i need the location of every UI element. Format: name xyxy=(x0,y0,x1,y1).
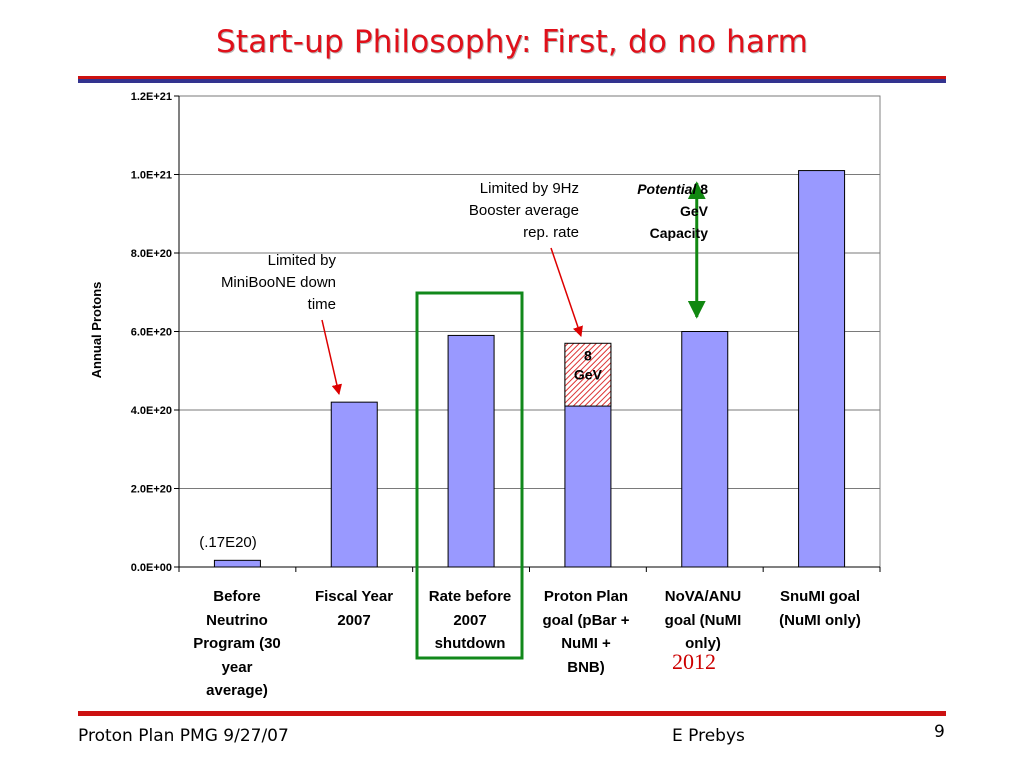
category-label-line: NoVA/ANU xyxy=(664,588,742,605)
category-label-line: average) xyxy=(206,682,268,699)
bar xyxy=(681,331,729,568)
category-label-line: NuMI + xyxy=(561,635,611,652)
bar xyxy=(330,401,378,568)
title-rule-red xyxy=(78,76,946,79)
arrow-booster xyxy=(550,247,583,337)
y-tick-label: 0.0E+00 xyxy=(131,562,172,574)
category-label-line: 2007 xyxy=(337,611,371,629)
bar-8gev-label: GeV xyxy=(574,366,603,382)
annotation-minboone-line: time xyxy=(307,296,336,313)
category-label-line: Fiscal Year xyxy=(314,588,394,605)
category-label-line: Program (30 xyxy=(193,635,281,652)
category-label-line: year xyxy=(221,658,253,676)
y-tick-label: 2.0E+20 xyxy=(131,484,172,496)
footer-left: Proton Plan PMG 9/27/07 xyxy=(78,726,289,746)
category-label-line: (NuMI only) xyxy=(779,611,861,629)
footer-author: E Prebys xyxy=(672,726,745,746)
category-label: Fiscal Year 2007 xyxy=(295,585,413,632)
bar-8gev-segment xyxy=(564,342,612,407)
annotation-potential-line: Capacity xyxy=(649,225,708,241)
annotation-booster: Limited by 9Hz Booster average rep. rate xyxy=(425,178,579,244)
category-label-line: goal (NuMI xyxy=(664,611,742,629)
category-label-line: Neutrino xyxy=(206,611,268,629)
y-tick-label: 8.0E+20 xyxy=(131,248,172,260)
category-label-line: 2007 xyxy=(453,611,487,629)
category-label: SnuMI goal (NuMI only) xyxy=(761,585,879,632)
category-label-line: goal (pBar + xyxy=(542,611,630,629)
category-label-line: BNB) xyxy=(567,658,605,676)
y-tick-label: 1.2E+21 xyxy=(131,91,172,103)
y-axis-label: Annual Protons xyxy=(89,281,104,379)
annotation-potential-line: 8 xyxy=(700,181,708,197)
bar xyxy=(213,559,261,568)
annotation-minboone: Limited by MiniBooNE down time xyxy=(186,250,336,316)
category-label-line: Before xyxy=(213,588,261,605)
annotation-potential-line: GeV xyxy=(679,203,708,219)
category-label-line: Proton Plan xyxy=(543,588,629,605)
bar xyxy=(798,170,846,568)
category-label-line: Rate before xyxy=(428,588,512,605)
y-tick-label: 4.0E+20 xyxy=(131,405,172,417)
annotation-small-value: (.17E20) xyxy=(199,534,257,551)
footer-rule xyxy=(78,711,946,716)
annotation-potential-word: Potential xyxy=(637,181,697,197)
highlight-box xyxy=(415,291,524,660)
page-number: 9 xyxy=(934,722,945,742)
title-rule-blue xyxy=(78,79,946,83)
annotation-booster-line: Limited by 9Hz xyxy=(479,180,579,197)
y-tick-label: 6.0E+20 xyxy=(131,327,172,339)
bar-8gev-label: 8 xyxy=(584,347,592,363)
slide-title: Start-up Philosophy: First, do no harm xyxy=(215,24,808,60)
annotation-booster-line: Booster average xyxy=(468,202,579,219)
annotation-minboone-line: Limited by xyxy=(267,252,336,269)
category-label-line: SnuMI goal xyxy=(780,588,860,605)
arrow-minboone xyxy=(321,319,343,396)
category-label: Before Neutrino Program (30 year average… xyxy=(178,585,296,703)
year-2012-label: 2012 xyxy=(672,649,716,674)
annotation-minboone-line: MiniBooNE down xyxy=(220,274,336,291)
bar-chart: 0.0E+00 2.0E+20 4.0E+20 6.0E+20 8.0E+20 1.0E+… xyxy=(131,91,881,660)
annotation-potential: Potential 8 GeV Capacity xyxy=(600,178,708,244)
category-label: Rate before 2007 shutdown xyxy=(411,585,529,656)
annotation-booster-line: rep. rate xyxy=(523,224,579,241)
bar xyxy=(447,334,495,568)
category-label: NoVA/ANU goal (NuMI only) xyxy=(644,585,762,656)
category-label: Proton Plan goal (pBar + NuMI + BNB) xyxy=(527,585,645,679)
y-tick-label: 1.0E+21 xyxy=(131,170,172,182)
category-label-line: only) xyxy=(685,635,721,652)
category-label-line: shutdown xyxy=(434,635,506,652)
